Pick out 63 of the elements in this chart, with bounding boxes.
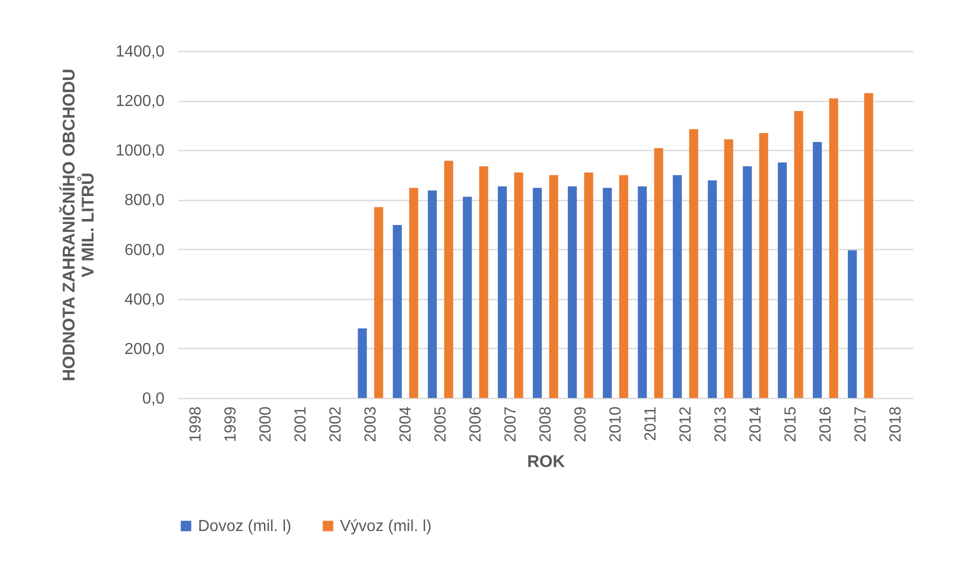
bar xyxy=(568,186,577,398)
bar xyxy=(778,162,787,398)
x-tick-label: 2004 xyxy=(398,406,414,442)
bar xyxy=(498,186,507,398)
bar xyxy=(794,110,804,398)
bar xyxy=(444,160,454,398)
x-tick-label: 2009 xyxy=(572,406,590,442)
y-tick-label: 1400,0 xyxy=(116,44,165,60)
bar xyxy=(374,207,384,398)
bar xyxy=(638,186,647,398)
x-tick-label: 2014 xyxy=(748,406,764,442)
bar xyxy=(864,93,874,398)
x-tick-label: 2018 xyxy=(888,406,904,442)
x-tick-label: 2013 xyxy=(712,406,730,442)
x-tick-label: 2005 xyxy=(432,406,450,442)
x-tick-label: 2008 xyxy=(538,406,554,442)
bar xyxy=(462,196,472,398)
y-tick-label: 400,0 xyxy=(124,291,165,308)
x-tick-label: 2011 xyxy=(642,406,660,441)
x-tick-label: 1998 xyxy=(188,406,204,442)
x-tick-label: 2007 xyxy=(502,406,520,442)
x-tick-label: 2001 xyxy=(292,406,310,442)
bar xyxy=(479,166,488,398)
bar xyxy=(619,175,628,398)
x-tick-label: 2002 xyxy=(328,406,344,442)
bar xyxy=(654,148,664,398)
y-tick-label: 0,0 xyxy=(142,390,165,408)
x-tick-label: 1999 xyxy=(222,406,240,442)
x-tick-label: 2010 xyxy=(608,406,624,442)
bar xyxy=(829,98,838,398)
bar xyxy=(689,129,698,398)
bar xyxy=(602,188,612,398)
bar xyxy=(724,139,734,398)
bar xyxy=(428,190,437,398)
bar xyxy=(392,224,402,398)
bar xyxy=(409,188,418,398)
bar xyxy=(549,175,558,398)
bar xyxy=(812,142,822,398)
y-tick-label: 200,0 xyxy=(124,340,165,358)
bar xyxy=(358,328,367,398)
x-tick-label: 2017 xyxy=(852,406,870,442)
x-axis-title: ROK xyxy=(527,452,566,472)
x-tick-label: 2015 xyxy=(782,406,800,442)
x-tick-label: 2003 xyxy=(362,406,380,442)
bar xyxy=(514,172,524,398)
bar xyxy=(584,172,594,398)
bar xyxy=(708,180,717,398)
x-tick-label: 2006 xyxy=(468,406,484,442)
y-tick-label: 600,0 xyxy=(124,242,165,259)
y-tick-label: 1000,0 xyxy=(116,142,165,160)
x-tick-label: 2000 xyxy=(258,406,274,442)
bar xyxy=(759,133,768,398)
x-tick-label: 2012 xyxy=(678,406,694,442)
bar xyxy=(672,175,682,398)
x-tick-label: 2016 xyxy=(818,406,834,442)
legend-label: Vývoz (mil. l) xyxy=(340,518,432,535)
bar xyxy=(532,188,542,398)
legend-label: Dovoz (mil. l) xyxy=(198,518,292,535)
y-tick-label: 800,0 xyxy=(124,192,165,210)
y-axis-title: HODNOTA ZAHRANIČNÍHO OBCHODU V MIL. LITRŮ xyxy=(58,68,98,382)
bar xyxy=(742,166,752,398)
bar xyxy=(848,250,857,398)
y-tick-label: 1200,0 xyxy=(116,93,165,110)
